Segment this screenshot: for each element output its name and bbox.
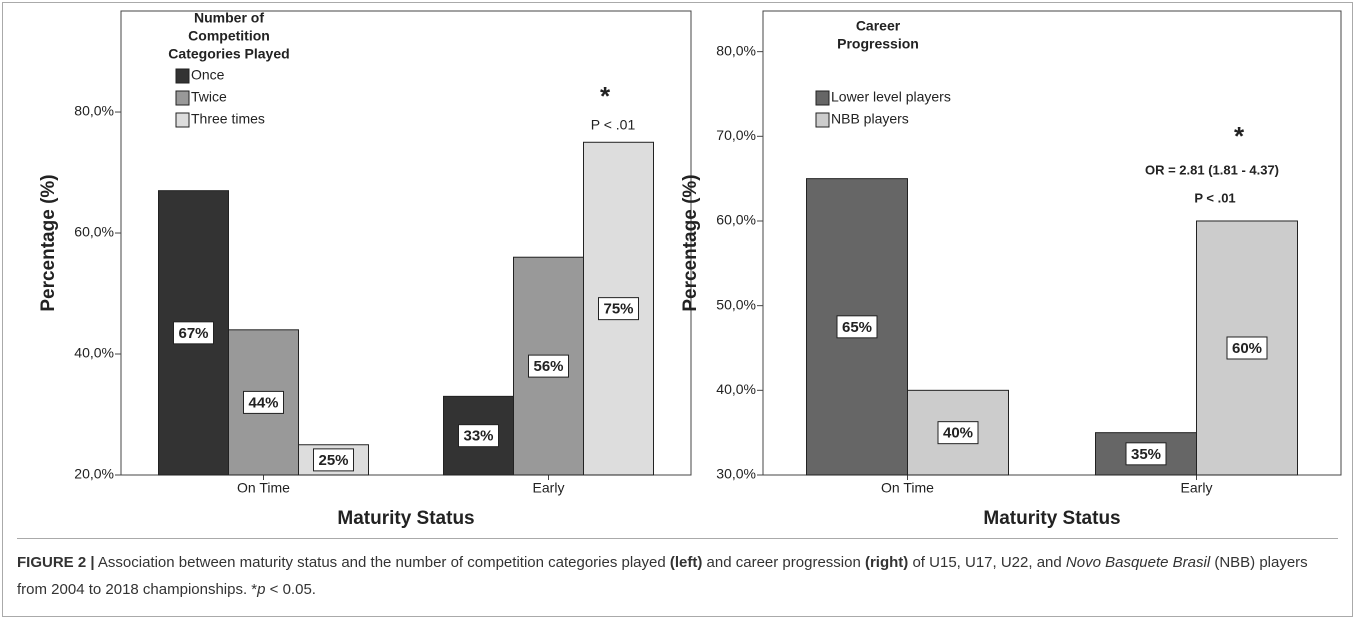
x-tick-label: Early [1181, 480, 1213, 496]
value-label: 75% [603, 301, 633, 318]
y-tick-label: 20,0% [74, 466, 114, 482]
legend-swatch [175, 112, 190, 128]
y-axis-title: Percentage (%) [680, 174, 701, 311]
legend-label: Three times [191, 111, 265, 127]
legend-swatch [175, 68, 190, 84]
annotation: P < .01 [591, 117, 636, 133]
legend-label: NBB players [831, 111, 909, 127]
caption-text: Novo Basquete Brasil [1065, 554, 1211, 571]
caption-text: Association between maturity status and … [94, 554, 670, 571]
legend-title: Categories Played [168, 46, 289, 62]
y-tick-label: 80,0% [716, 42, 756, 58]
x-axis-title: Maturity Status [337, 508, 474, 528]
caption-text: (right) [864, 554, 909, 571]
legend-swatch [175, 90, 190, 106]
legend-title: Competition [188, 28, 270, 44]
value-label: 33% [463, 428, 493, 445]
y-tick-label: 50,0% [716, 296, 756, 312]
legend-title: Career [856, 18, 901, 34]
legend-label: Twice [191, 89, 227, 105]
value-label: 35% [1131, 446, 1161, 463]
legend-swatch [815, 112, 830, 128]
charts: 20,0% 40,0% 60,0% 80,0% On Time 67% 44% 25% Earl… [38, 10, 1342, 529]
caption-label: FIGURE 2 | [17, 554, 95, 571]
value-label-box [1226, 336, 1268, 360]
legend-label: Lower level players [831, 89, 951, 105]
plot-frame [762, 10, 1342, 476]
caption-text: (left) [669, 554, 703, 571]
y-tick-label: 40,0% [716, 381, 756, 397]
y-tick-label: 70,0% [716, 127, 756, 143]
annotation: * [1234, 121, 1245, 151]
y-tick-label: 40,0% [74, 345, 114, 361]
value-label-box [937, 421, 979, 445]
value-label: 44% [248, 394, 278, 411]
x-axis-title: Maturity Status [983, 508, 1120, 528]
caption: FIGURE 2 | Association between maturity … [17, 538, 1338, 603]
legend-title: Number of [194, 10, 264, 26]
plot-frame [120, 10, 692, 476]
value-label-box [458, 424, 499, 448]
x-tick-label: On Time [237, 480, 290, 496]
legend-label: Once [191, 67, 225, 83]
x-tick-label: Early [533, 480, 565, 496]
value-label: 25% [318, 452, 348, 469]
y-tick-label: 60,0% [716, 212, 756, 228]
value-label-box [243, 390, 284, 414]
legend-swatch [815, 90, 830, 106]
annotation: OR = 2.81 (1.81 - 4.37) [1145, 162, 1279, 177]
annotation: * [600, 81, 611, 111]
caption-text: and career progression [702, 554, 865, 571]
caption-text: of U15, U17, U22, and [908, 554, 1066, 571]
caption-text: < 0.05. [265, 581, 316, 598]
caption-text: p [257, 581, 266, 598]
value-label: 60% [1232, 340, 1262, 357]
y-axis-title: Percentage (%) [38, 174, 59, 311]
x-tick-label: On Time [881, 480, 934, 496]
y-tick-label: 30,0% [716, 466, 756, 482]
y-tick-label: 80,0% [74, 103, 114, 119]
value-label: 40% [943, 425, 973, 442]
value-label-box [836, 315, 878, 339]
value-label-box [1125, 442, 1167, 466]
value-label-box [173, 321, 214, 345]
value-label-box [313, 448, 354, 472]
figure: 20,0% 40,0% 60,0% 80,0% On Time 67% 44% 25% Earl… [2, 2, 1353, 617]
value-label: 56% [533, 358, 563, 375]
value-label: 67% [178, 325, 208, 342]
caption-text: (NBB) players from 2004 to 2018 champion… [17, 554, 1308, 598]
y-tick-label: 60,0% [74, 224, 114, 240]
value-label-box [598, 297, 639, 321]
value-label: 65% [842, 319, 872, 336]
annotation: P < .01 [1194, 190, 1235, 205]
legend-title: Progression [837, 36, 919, 52]
value-label-box [528, 354, 569, 378]
